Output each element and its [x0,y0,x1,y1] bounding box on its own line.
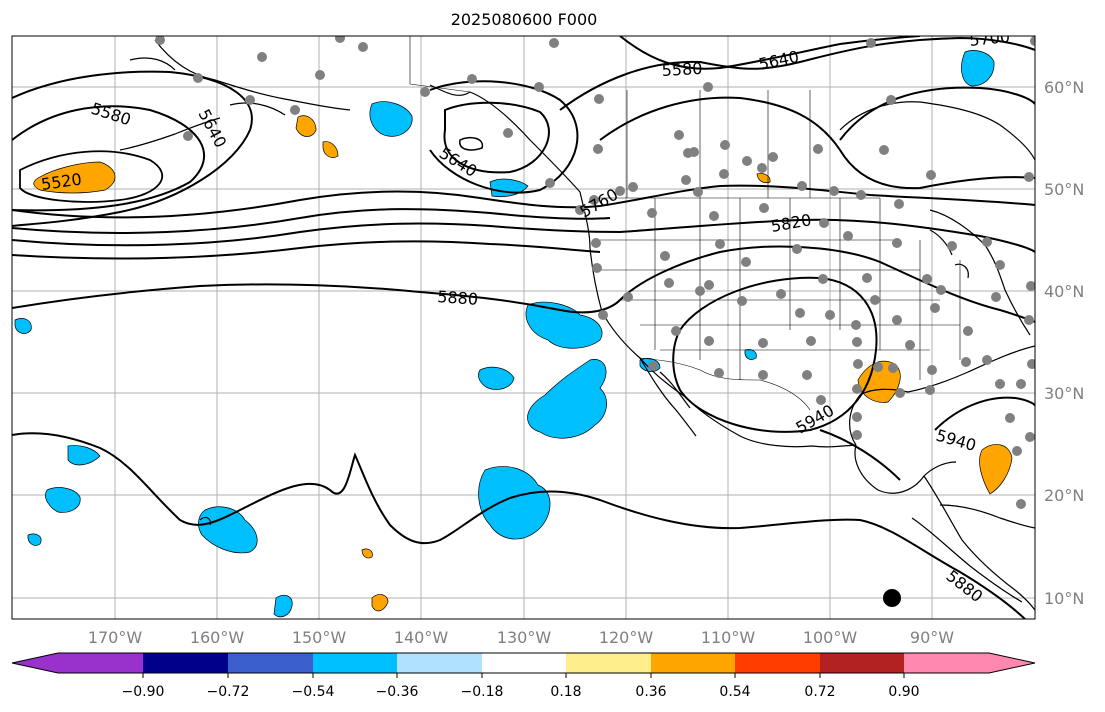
lon-label: 120°W [599,628,654,647]
colorbar: −0.90 −0.72 −0.54 −0.36 −0.18 0.18 0.36 … [11,652,1036,700]
colorbar-segment [228,653,313,673]
contour-label: 5700 [968,27,1010,50]
lon-label: 160°W [190,628,245,647]
longitude-labels: 170°W 160°W 150°W 140°W 130°W 120°W 110°… [88,628,954,647]
colorbar-segment [904,653,989,673]
lat-label: 30°N [1044,384,1084,403]
lon-label: 150°W [292,628,347,647]
colorbar-tick-label: −0.90 [122,684,165,700]
colorbar-segment [58,653,143,673]
colorbar-segment [482,653,566,673]
colorbar-tick-label: −0.72 [207,684,250,700]
colorbar-segment [566,653,651,673]
colorbar-segment [651,653,735,673]
lon-label: 140°W [394,628,449,647]
colorbar-tick-label: −0.18 [461,684,504,700]
colorbar-tick-label: −0.54 [292,684,335,700]
coastlines [119,39,1035,611]
latitude-labels: 60°N 50°N 40°N 30°N 20°N 10°N [1044,78,1084,608]
lon-label: 170°W [88,628,143,647]
colorbar-tick-label: 0.18 [550,684,581,700]
colorbar-segment [820,653,904,673]
lat-label: 20°N [1044,486,1084,505]
positive-anomaly-areas [33,115,1013,612]
height-contours [12,36,1035,619]
map-title: 2025080600 F000 [450,10,598,29]
political-borders [409,36,961,411]
colorbar-tick-label: 0.54 [719,684,750,700]
colorbar-outline [11,652,1036,674]
station-markers [155,36,1035,509]
negative-anomaly-areas [14,50,995,618]
colorbar-segment [143,653,228,673]
colorbar-segment [313,653,397,673]
lat-label: 60°N [1044,78,1084,97]
colorbar-extend-right [989,653,1035,673]
lat-label: 50°N [1044,180,1084,199]
contour-label: 5580 [661,59,703,80]
colorbar-segment [735,653,820,673]
location-marker [883,589,901,607]
colorbar-tick-label: 0.90 [888,684,919,700]
map-frame [11,35,1036,620]
colorbar-extend-left [12,653,58,673]
colorbar-tick-label: −0.36 [376,684,419,700]
colorbar-segment [397,653,482,673]
lat-label: 10°N [1044,589,1084,608]
colorbar-tick-label: 0.72 [804,684,835,700]
contour-label: 5880 [437,287,479,309]
lon-label: 90°W [910,628,954,647]
lat-label: 40°N [1044,282,1084,301]
lon-label: 110°W [701,628,756,647]
colorbar-tick-label: 0.36 [635,684,666,700]
lon-label: 100°W [803,628,858,647]
lon-label: 130°W [497,628,552,647]
